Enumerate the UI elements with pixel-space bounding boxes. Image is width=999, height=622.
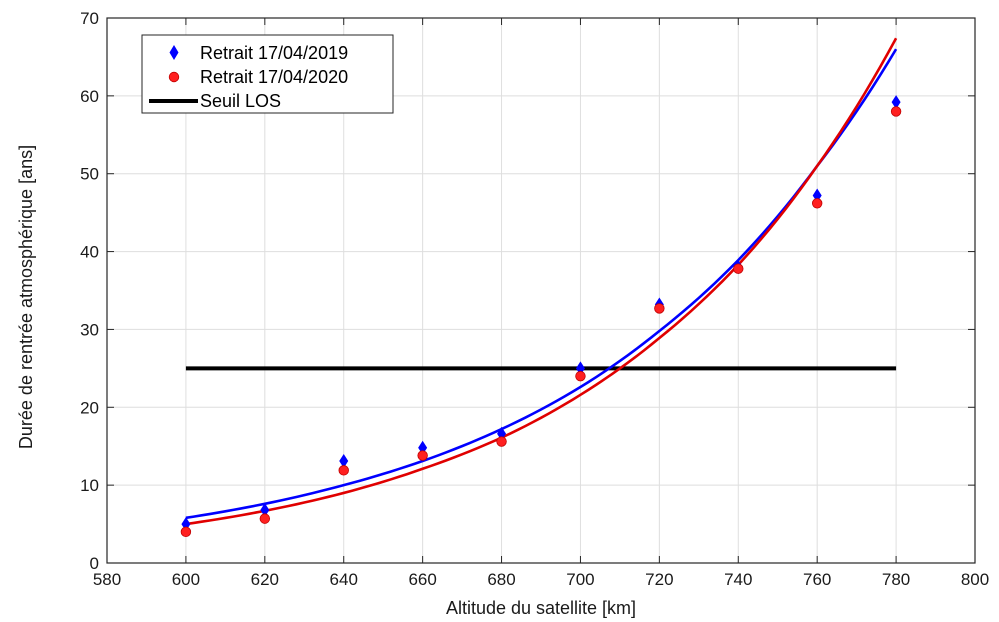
y-tick-label: 0 (90, 554, 99, 573)
x-tick-label: 600 (172, 570, 200, 589)
y-tick-label: 70 (80, 9, 99, 28)
legend-marker-2019 (169, 45, 179, 60)
x-tick-label: 800 (961, 570, 989, 589)
x-tick-label: 760 (803, 570, 831, 589)
y-tick-label: 50 (80, 165, 99, 184)
x-tick-label: 700 (566, 570, 594, 589)
data-point-2020 (890, 106, 902, 117)
x-tick-label: 580 (93, 570, 121, 589)
legend-label-2020: Retrait 17/04/2020 (200, 67, 348, 87)
fit-curves (185, 37, 898, 526)
data-points (180, 95, 902, 538)
fit-curve-2 (185, 48, 898, 520)
legend: Retrait 17/04/2019 Retrait 17/04/2020 Se… (141, 34, 394, 114)
data-point-2020 (180, 526, 192, 538)
data-point-2020 (733, 263, 744, 274)
y-tick-label: 20 (80, 398, 99, 417)
x-tick-label: 680 (487, 570, 515, 589)
data-point-2020 (338, 465, 349, 476)
fit-curve-3 (185, 37, 898, 526)
data-point-2020 (259, 513, 271, 524)
axis-ticks: 580 600 620 640 660 680 700 720 740 760 780 800 0 10 2… (80, 9, 989, 589)
y-tick-label: 60 (80, 87, 99, 106)
x-axis-title: Altitude du satellite [km] (446, 598, 636, 618)
plot-frame (106, 17, 976, 564)
legend-label-seuil: Seuil LOS (200, 91, 281, 111)
x-tick-label: 620 (251, 570, 279, 589)
data-point-2020 (811, 198, 823, 209)
legend-label-2019: Retrait 17/04/2019 (200, 43, 348, 63)
legend-marker-2020 (168, 71, 180, 83)
y-axis-title: Durée de rentrée atmosphérique [ans] (16, 145, 36, 449)
data-point-2019 (891, 95, 901, 110)
data-point-2020 (496, 436, 507, 447)
data-point-2020 (417, 450, 428, 461)
data-point-2020 (654, 303, 665, 314)
x-tick-label: 780 (882, 570, 910, 589)
y-tick-label: 40 (80, 243, 99, 262)
x-tick-label: 740 (724, 570, 752, 589)
y-tick-label: 30 (80, 320, 99, 339)
data-point-2019 (339, 454, 349, 469)
x-tick-label: 660 (408, 570, 436, 589)
data-point-2019 (260, 503, 270, 518)
x-tick-label: 720 (645, 570, 673, 589)
x-tick-label: 640 (330, 570, 358, 589)
y-tick-label: 10 (80, 476, 99, 495)
data-point-2020 (575, 370, 586, 382)
